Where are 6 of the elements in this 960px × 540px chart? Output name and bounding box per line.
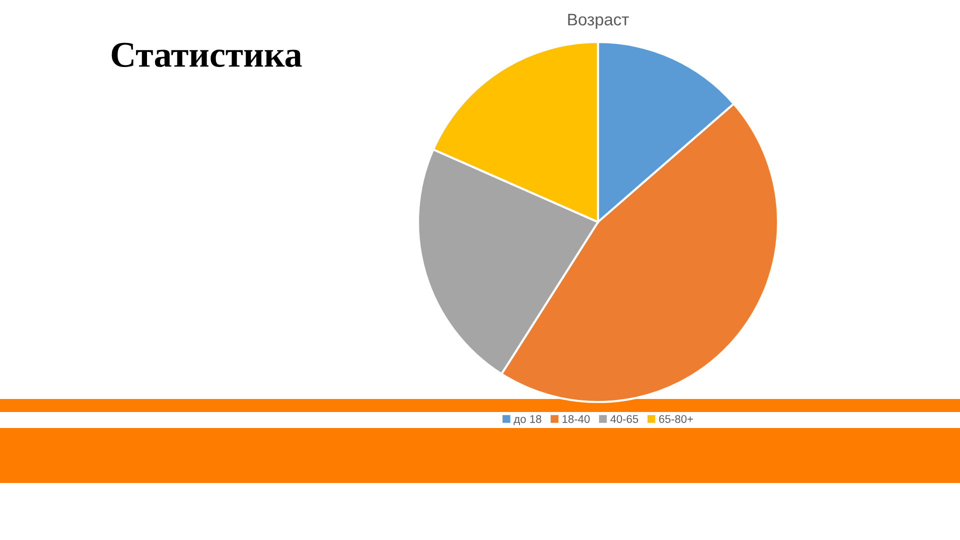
legend-label: 40-65 [610,415,638,423]
text: Статистика [112,42,302,68]
legend-label: до 18 [514,415,542,426]
chart-title: Возраст [568,14,629,29]
legend-label: 65-80+ [659,415,693,423]
legend-label: 18-40 [562,415,590,423]
